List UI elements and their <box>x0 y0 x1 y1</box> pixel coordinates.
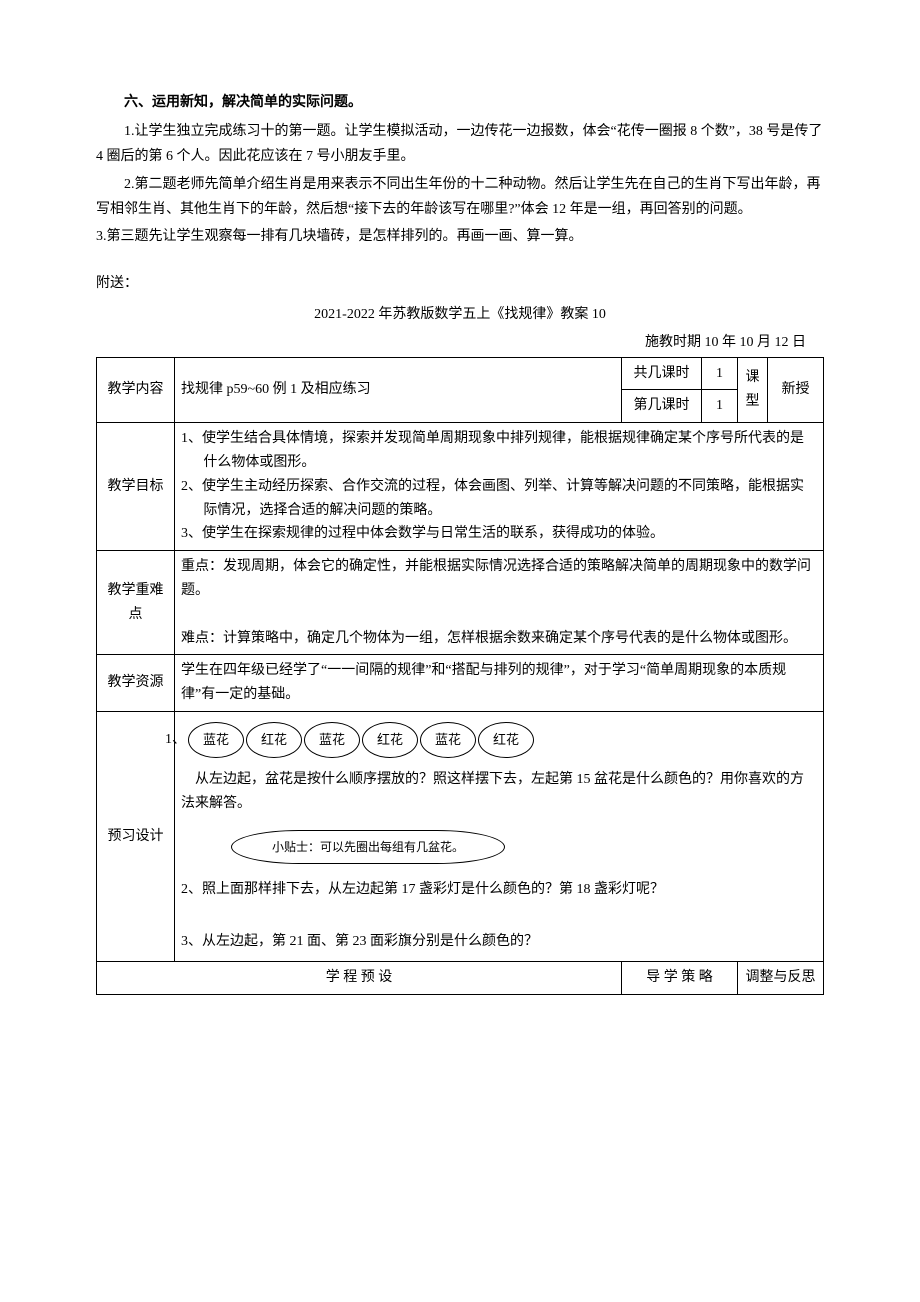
flower-oval: 红花 <box>246 722 302 758</box>
preview-q3: 3、从左边起，第 21 面、第 23 面彩旗分别是什么颜色的？ <box>181 930 817 954</box>
bottom-c1: 学 程 预 设 <box>97 962 622 995</box>
section6-p3: 3.第三题先让学生观察每一排有几块墙砖，是怎样排列的。再画一画、算一算。 <box>96 224 824 249</box>
value-which-period: 1 <box>702 390 738 423</box>
preview-q2: 2、照上面那样排下去，从左边起第 17 盏彩灯是什么颜色的？第 18 盏彩灯呢？ <box>181 878 817 902</box>
appendix-title: 2021-2022 年苏教版数学五上《找规律》教案 10 <box>96 302 824 327</box>
flower-label: 1、 <box>165 728 186 752</box>
appendix-dateline: 施教时期 10 年 10 月 12 日 <box>96 330 824 355</box>
lesson-plan-table: 教学内容 找规律 p59~60 例 1 及相应练习 共几课时 1 课型 新授 第… <box>96 357 824 996</box>
row-bottom: 学 程 预 设 导 学 策 略 调整与反思 <box>97 962 824 995</box>
label-resources: 教学资源 <box>97 655 175 712</box>
label-lesson-type: 课型 <box>738 357 768 423</box>
row-preview: 预习设计 1、 蓝花 红花 蓝花 红花 蓝花 红花 从左边起，盆花是按什么顺序摆… <box>97 712 824 962</box>
preview-q1: 从左边起，盆花是按什么顺序摆放的？照这样摆下去，左起第 15 盆花是什么颜色的？… <box>181 768 817 816</box>
label-which-period: 第几课时 <box>622 390 702 423</box>
goals-cell: 1、使学生结合具体情境，探索并发现简单周期现象中排列规律，能根据规律确定某个序号… <box>175 423 824 551</box>
section6-p2: 2.第二题老师先简单介绍生肖是用来表示不同出生年份的十二种动物。然后让学生先在自… <box>96 172 824 222</box>
content-value: 找规律 p59~60 例 1 及相应练习 <box>175 357 622 423</box>
value-lesson-type: 新授 <box>768 357 824 423</box>
row-resources: 教学资源 学生在四年级已经学了“一一间隔的规律”和“搭配与排列的规律”，对于学习… <box>97 655 824 712</box>
keydiff-p2: 难点：计算策略中，确定几个物体为一组，怎样根据余数来确定某个序号代表的是什么物体… <box>181 627 817 651</box>
label-keydiff: 教学重难点 <box>97 551 175 655</box>
label-goals: 教学目标 <box>97 423 175 551</box>
flower-oval: 蓝花 <box>188 722 244 758</box>
keydiff-cell: 重点：发现周期，体会它的确定性，并能根据实际情况选择合适的策略解决简单的周期现象… <box>175 551 824 655</box>
appendix-prefix: 附送： <box>96 271 824 296</box>
bottom-c3: 调整与反思 <box>738 962 824 995</box>
flower-row: 1、 蓝花 红花 蓝花 红花 蓝花 红花 <box>171 722 817 758</box>
label-content: 教学内容 <box>97 357 175 423</box>
row-goals: 教学目标 1、使学生结合具体情境，探索并发现简单周期现象中排列规律，能根据规律确… <box>97 423 824 551</box>
bottom-c2: 导 学 策 略 <box>622 962 738 995</box>
label-total-periods: 共几课时 <box>622 357 702 390</box>
goal-item: 3、使学生在探索规律的过程中体会数学与日常生活的联系，获得成功的体验。 <box>181 522 817 546</box>
section6-heading: 六、运用新知，解决简单的实际问题。 <box>96 90 824 115</box>
preview-cell: 1、 蓝花 红花 蓝花 红花 蓝花 红花 从左边起，盆花是按什么顺序摆放的？照这… <box>175 712 824 962</box>
row-content: 教学内容 找规律 p59~60 例 1 及相应练习 共几课时 1 课型 新授 <box>97 357 824 390</box>
label-preview: 预习设计 <box>97 712 175 962</box>
goal-item: 1、使学生结合具体情境，探索并发现简单周期现象中排列规律，能根据规律确定某个序号… <box>181 427 817 475</box>
tip-oval: 小贴士：可以先圈出每组有几盆花。 <box>231 830 505 864</box>
section6-p1: 1.让学生独立完成练习十的第一题。让学生模拟活动，一边传花一边报数，体会“花传一… <box>96 119 824 169</box>
flower-oval: 蓝花 <box>304 722 360 758</box>
row-keydiff: 教学重难点 重点：发现周期，体会它的确定性，并能根据实际情况选择合适的策略解决简… <box>97 551 824 655</box>
flower-oval: 蓝花 <box>420 722 476 758</box>
keydiff-p1: 重点：发现周期，体会它的确定性，并能根据实际情况选择合适的策略解决简单的周期现象… <box>181 555 817 603</box>
goal-item: 2、使学生主动经历探索、合作交流的过程，体会画图、列举、计算等解决问题的不同策略… <box>181 475 817 523</box>
goals-list: 1、使学生结合具体情境，探索并发现简单周期现象中排列规律，能根据规律确定某个序号… <box>181 427 817 546</box>
flower-oval: 红花 <box>478 722 534 758</box>
value-total-periods: 1 <box>702 357 738 390</box>
flower-oval: 红花 <box>362 722 418 758</box>
resources-cell: 学生在四年级已经学了“一一间隔的规律”和“搭配与排列的规律”，对于学习“简单周期… <box>175 655 824 712</box>
